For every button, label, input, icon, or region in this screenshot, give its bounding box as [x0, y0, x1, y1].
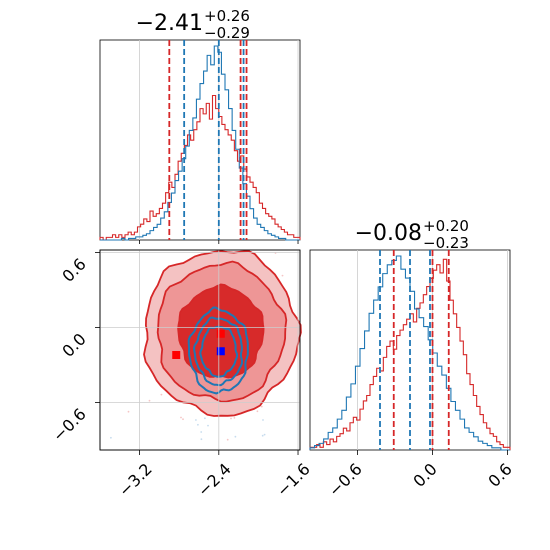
scatter-point	[160, 393, 163, 396]
title-param1-minus: −0.29	[204, 24, 250, 42]
scatter-point	[200, 438, 203, 441]
x-tick-label-p1-2: −1.6	[273, 459, 314, 500]
x-tick-label-p1-0: −3.2	[115, 459, 156, 500]
title-param2-minus: −0.23	[423, 234, 469, 252]
title-param1: −2.41 +0.26 −0.29	[136, 7, 250, 42]
joint-layer	[110, 250, 302, 441]
y-tick-label-p2-2: 0.6	[58, 254, 89, 285]
marker-red-0	[172, 351, 181, 359]
scatter-point	[182, 418, 184, 421]
contour-blue-0	[187, 306, 249, 395]
x-tick-label-p2-1: 0.0	[409, 459, 440, 490]
title-param1-value: −2.41	[136, 11, 203, 36]
hist-param1-blue	[100, 45, 300, 241]
contour-blue-2	[199, 325, 239, 378]
scatter-point	[180, 416, 182, 419]
scatter-point	[260, 405, 263, 408]
scatter-point	[281, 274, 284, 277]
scatter-point	[256, 410, 259, 413]
scatter-point	[207, 424, 209, 427]
scatter-point	[197, 423, 199, 426]
scatter-point	[200, 431, 203, 433]
scatter-point	[226, 438, 229, 441]
title-param2-plus: +0.20	[423, 217, 469, 235]
scatter-point	[148, 399, 151, 402]
title-param2: −0.08 +0.20 −0.23	[355, 217, 469, 252]
scatter-point	[234, 435, 237, 438]
scatter-point	[110, 436, 112, 439]
title-param2-value: −0.08	[355, 221, 422, 246]
scatter-point	[204, 417, 206, 420]
x-tick-label-p2-0: −0.6	[325, 459, 366, 500]
joint-frame	[99, 249, 301, 451]
hist-param1-red	[99, 94, 301, 241]
marker-blue-0	[216, 347, 225, 356]
scatter-point	[262, 419, 264, 421]
contour-blue-1	[192, 316, 244, 387]
y-tick-label-p2-0: −0.6	[49, 404, 90, 445]
scatter-point	[195, 419, 197, 421]
hist-param2-layer	[309, 250, 511, 451]
scatter-point	[230, 417, 232, 420]
hist-param2-blue	[309, 255, 510, 451]
axes-layer	[95, 240, 508, 455]
scatter-point	[127, 410, 130, 413]
scatter-point	[261, 434, 264, 437]
y-tick-label-p2-1: 0.0	[58, 329, 89, 360]
marker-red-1	[216, 329, 225, 338]
x-tick-label-p2-2: 0.6	[484, 459, 515, 490]
title-param1-plus: +0.26	[204, 7, 250, 25]
x-tick-label-p1-1: −2.4	[194, 459, 235, 500]
scatter-point	[263, 433, 266, 436]
scatter-point	[233, 417, 236, 419]
panel-hist-param1	[99, 39, 301, 241]
hist-param1-layer	[99, 40, 301, 241]
